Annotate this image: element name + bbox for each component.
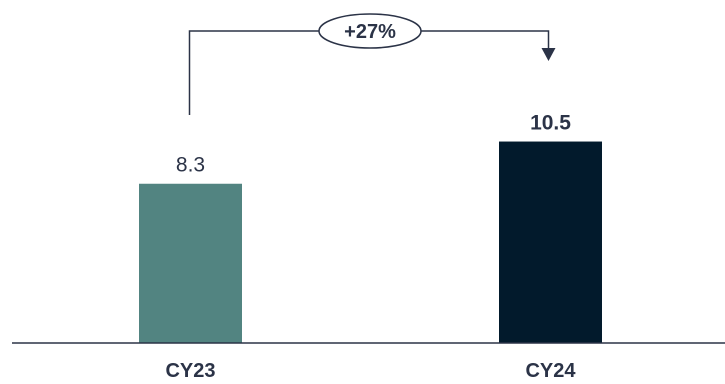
arrow-down-icon [541, 48, 556, 61]
category-label-cy23: CY23 [165, 360, 215, 382]
change-pill [318, 13, 422, 49]
bar-cy24 [499, 141, 602, 343]
category-label-cy24: CY24 [525, 360, 576, 382]
bars-layer [139, 141, 602, 343]
change-percentage-label: +27% [344, 21, 396, 43]
bar-cy23 [139, 183, 242, 343]
change-annotation: +27% [188, 13, 556, 115]
value-label-cy23: 8.3 [176, 154, 205, 177]
value-label-cy24: 10.5 [530, 112, 571, 135]
labels-layer: 8.3 CY23 10.5 CY24 [165, 112, 576, 382]
